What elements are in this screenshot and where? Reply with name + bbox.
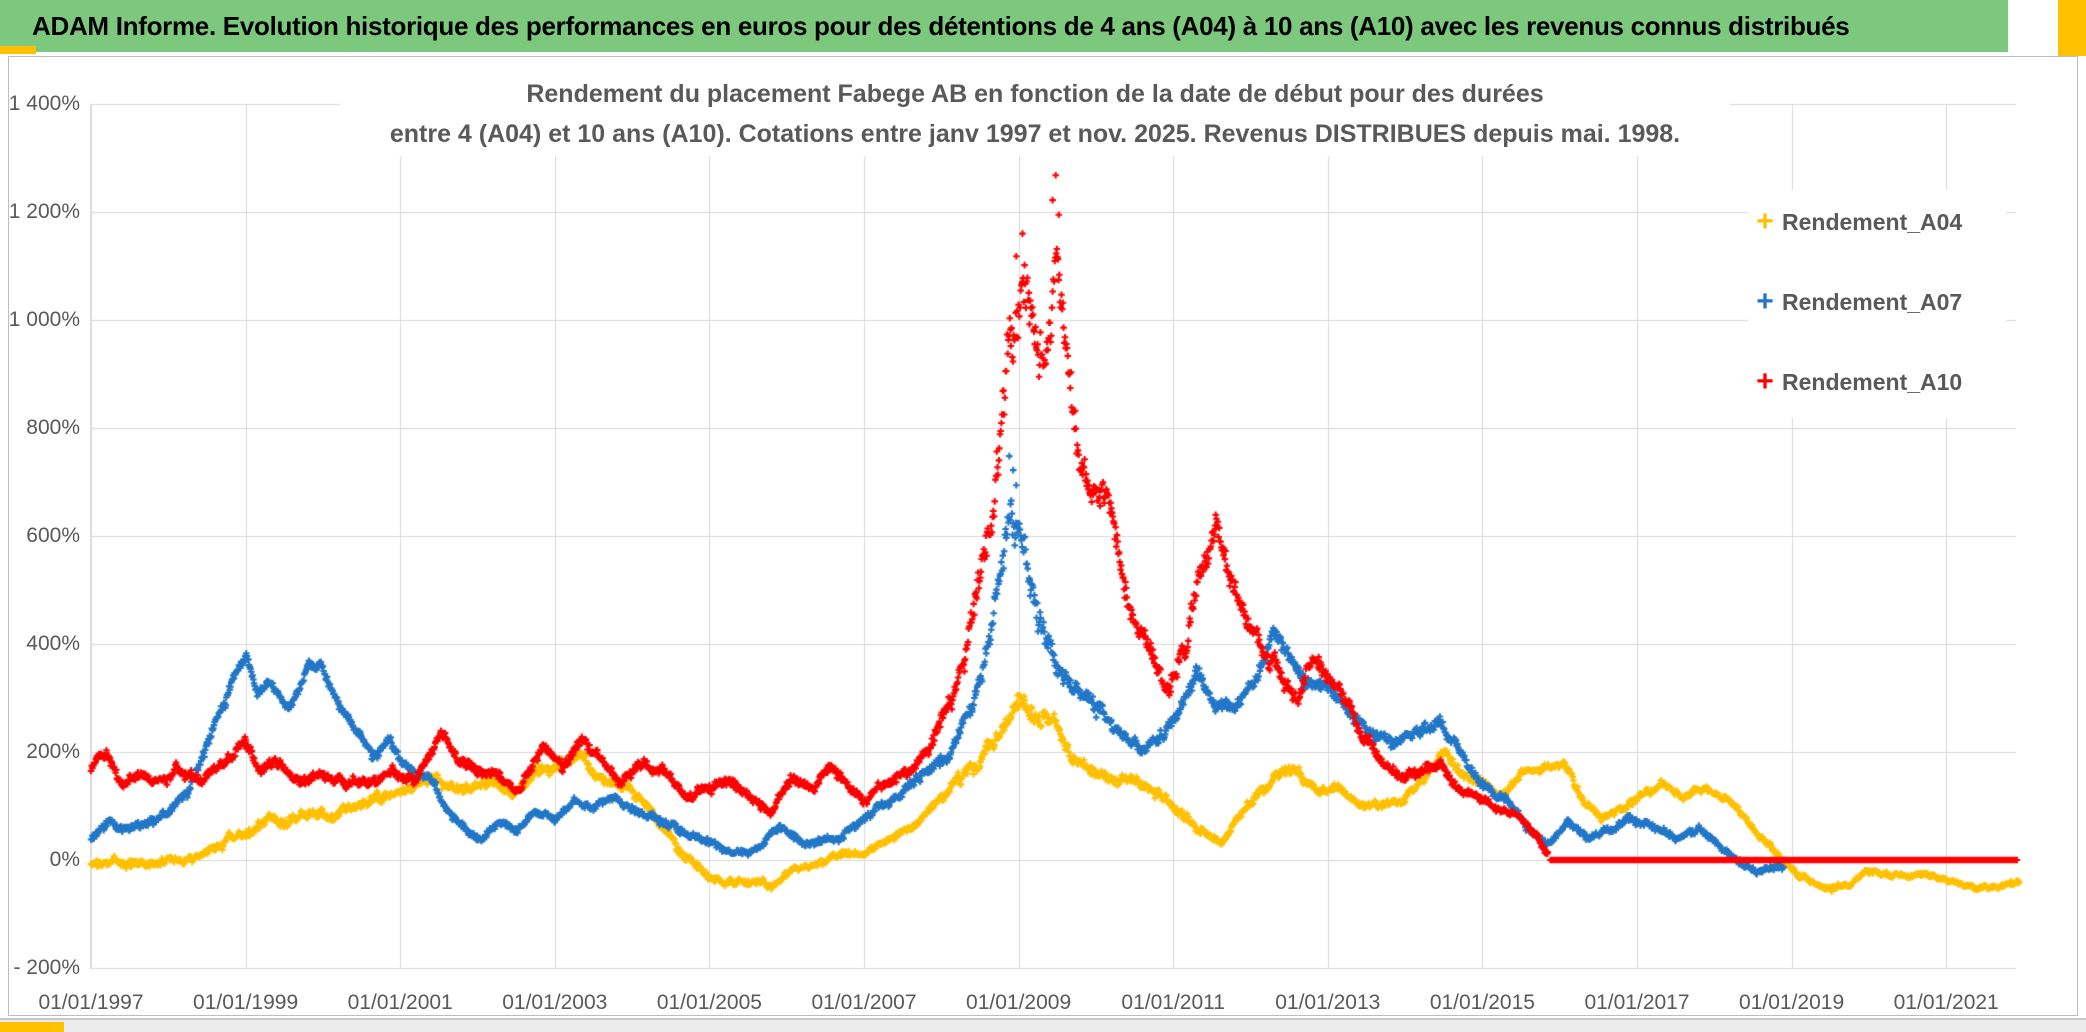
legend-label: Rendement_A04 (1782, 208, 1963, 235)
chart-title-line1: Rendement du placement Fabege AB en fonc… (526, 80, 1544, 108)
y-tick-label: 600% (26, 524, 80, 547)
sheet-row-strip (0, 1020, 2086, 1032)
legend-plus-marker-icon: + (1756, 205, 1774, 238)
legend-plus-marker-icon: + (1756, 365, 1774, 398)
legend-item-rendement_a10[interactable]: + Rendement_A10 (1748, 362, 2006, 402)
y-tick-label: 1 200% (8, 200, 80, 223)
x-tick-label: 01/01/2011 (1121, 991, 1225, 1014)
x-tick-label: 01/01/1999 (193, 991, 299, 1014)
y-tick-label: 400% (26, 632, 80, 655)
x-tick-label: 01/01/2003 (502, 991, 608, 1014)
chart-legend[interactable]: + Rendement_A04 + Rendement_A07 + Rendement_A… (1748, 190, 2006, 418)
chart-title: Rendement du placement Fabege AB en fonc… (340, 72, 1730, 156)
x-tick-label: 01/01/2019 (1739, 991, 1845, 1014)
x-tick-label: 01/01/2007 (811, 991, 917, 1014)
x-tick-label: 01/01/2001 (347, 991, 453, 1014)
y-tick-label: 200% (26, 740, 80, 763)
y-tick-label: 800% (26, 416, 80, 439)
report-banner-title: ADAM Informe. Evolution historique des p… (32, 11, 1850, 41)
legend-item-rendement_a04[interactable]: + Rendement_A04 (1748, 202, 2006, 242)
banner-accent-bar (0, 46, 36, 54)
x-tick-label: 01/01/2017 (1584, 991, 1690, 1014)
x-tick-label: 01/01/2005 (656, 991, 762, 1014)
sheet-row-divider (0, 1018, 2086, 1020)
y-tick-label: 1 000% (8, 308, 80, 331)
chart-title-line2: entre 4 (A04) et 10 ans (A10). Cotations… (389, 120, 1681, 148)
x-tick-label: 01/01/2009 (966, 991, 1072, 1014)
x-tick-label: 01/01/1997 (38, 991, 144, 1014)
y-tick-label: 0% (49, 848, 80, 871)
highlight-cell-top-right (2058, 0, 2086, 56)
x-tick-label: 01/01/2013 (1275, 991, 1381, 1014)
y-tick-label: - 200% (13, 956, 80, 979)
legend-label: Rendement_A10 (1782, 368, 1963, 395)
x-tick-label: 01/01/2015 (1429, 991, 1535, 1014)
plot-area[interactable] (8, 56, 2078, 1016)
legend-label: Rendement_A07 (1782, 288, 1963, 315)
legend-plus-marker-icon: + (1756, 285, 1774, 318)
x-tick-label: 01/01/2021 (1893, 991, 1999, 1014)
highlight-cell-bottom-left (0, 1022, 64, 1032)
report-banner: ADAM Informe. Evolution historique des p… (0, 0, 2008, 52)
y-tick-label: 1 400% (8, 92, 80, 115)
legend-item-rendement_a07[interactable]: + Rendement_A07 (1748, 282, 2006, 322)
